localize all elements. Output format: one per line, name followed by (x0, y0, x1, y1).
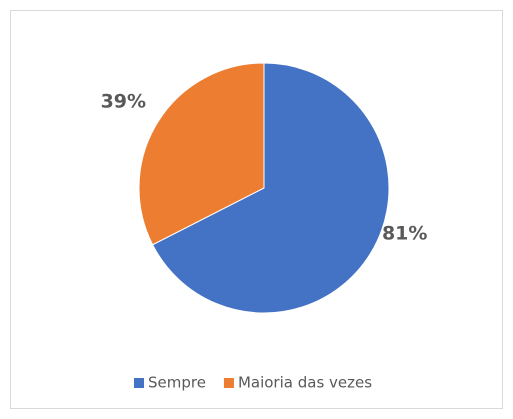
data-label: 39% (101, 90, 146, 112)
pie-slice (138, 62, 265, 246)
pie-slice (151, 62, 390, 314)
legend-label: Sempre (148, 374, 206, 392)
legend-swatch (223, 378, 234, 388)
data-label: 81% (382, 223, 427, 245)
legend-label: Maioria das vezes (238, 374, 372, 392)
legend-swatch (134, 378, 144, 388)
